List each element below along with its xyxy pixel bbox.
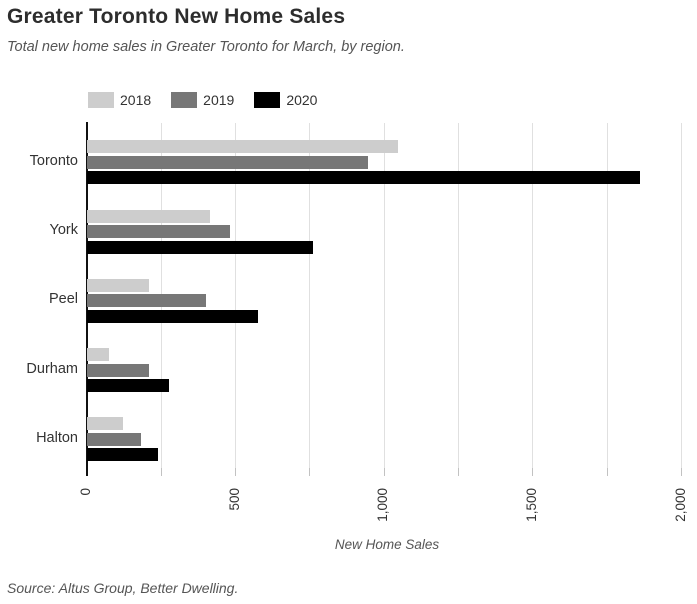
page-subtitle: Total new home sales in Greater Toronto … — [7, 39, 405, 55]
bar-2018-toronto — [87, 140, 398, 154]
x-tick-label: 500 — [226, 488, 242, 511]
y-category-label: Halton — [36, 429, 78, 446]
x-tick-label: 1,000 — [375, 488, 391, 522]
x-tick-label: 2,000 — [672, 488, 688, 522]
bar-2018-peel — [87, 278, 150, 292]
bar-2020-durham — [87, 379, 169, 393]
bar-2020-york — [87, 240, 313, 254]
bar-2019-toronto — [87, 155, 368, 169]
legend-swatch-icon — [171, 92, 198, 108]
y-axis-line — [85, 122, 88, 476]
gridline — [235, 123, 237, 468]
y-category-label: Peel — [48, 291, 78, 308]
legend-item-2019: 2019 — [171, 92, 234, 108]
legend-swatch-icon — [254, 92, 281, 108]
gridline — [309, 123, 311, 468]
x-axis-tick — [235, 468, 237, 476]
x-axis-tick — [458, 468, 460, 476]
gridline — [458, 123, 460, 468]
x-axis-title: New Home Sales — [334, 537, 440, 552]
x-tick-label: 0 — [78, 488, 93, 496]
y-category-label: York — [49, 222, 78, 238]
x-axis-tick — [606, 468, 608, 476]
x-tick-label: 1,500 — [523, 488, 539, 522]
bar-2018-york — [87, 209, 211, 223]
bar-2020-halton — [87, 448, 159, 462]
gridline — [383, 123, 385, 468]
legend-item-2020: 2020 — [254, 92, 317, 108]
gridline — [606, 123, 608, 468]
gridline — [681, 123, 683, 468]
x-axis-tick — [532, 468, 534, 476]
bar-2019-durham — [87, 363, 150, 377]
legend-item-2018: 2018 — [88, 92, 151, 108]
bar-2018-halton — [87, 417, 123, 431]
x-axis-tick — [309, 468, 311, 476]
legend: 2018 2019 2020 — [88, 92, 317, 108]
page-title: Greater Toronto New Home Sales — [7, 5, 346, 28]
bar-2018-durham — [87, 348, 110, 362]
legend-swatch-icon — [88, 92, 114, 108]
bar-2020-toronto — [87, 171, 640, 185]
legend-label: 2019 — [203, 92, 235, 108]
x-axis-tick — [160, 468, 162, 476]
y-category-label: Toronto — [29, 152, 78, 169]
x-axis-tick — [681, 468, 683, 476]
y-category-label: Durham — [26, 360, 78, 377]
x-axis-tick — [383, 468, 385, 476]
bar-2019-halton — [87, 432, 141, 446]
bar-2019-york — [87, 225, 230, 238]
source-note: Source: Altus Group, Better Dwelling. — [7, 580, 239, 596]
gridline — [532, 123, 534, 468]
bar-2020-peel — [87, 309, 258, 323]
legend-label: 2020 — [286, 92, 318, 108]
bar-2019-peel — [87, 294, 206, 308]
legend-label: 2018 — [120, 92, 152, 108]
